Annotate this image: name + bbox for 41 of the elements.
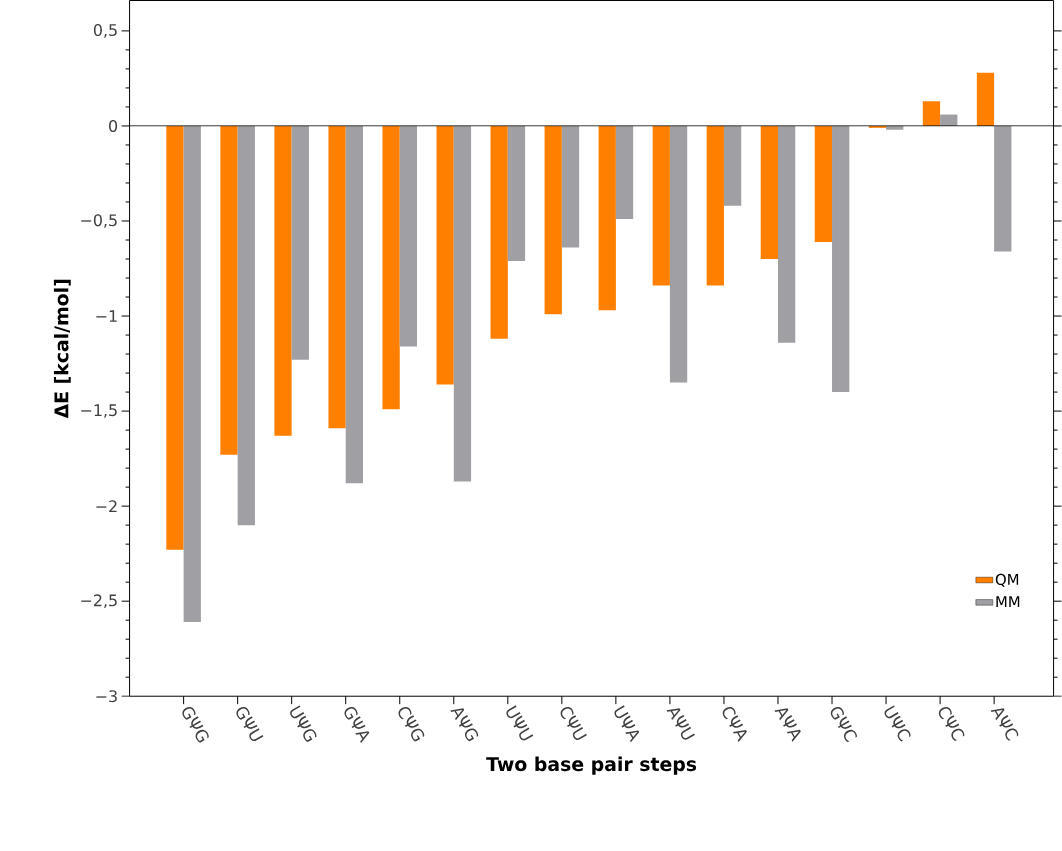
bar — [598, 126, 616, 311]
bar — [706, 126, 724, 286]
bar — [453, 126, 472, 482]
bar — [507, 126, 526, 262]
bar — [382, 126, 400, 410]
bar — [490, 126, 508, 339]
bar — [922, 101, 941, 127]
bar — [291, 126, 309, 360]
bar — [832, 126, 850, 393]
bar — [669, 126, 688, 383]
y-tick-label: −3 — [96, 690, 117, 703]
x-axis-title: Two base pair steps — [486, 756, 697, 775]
bar — [399, 126, 418, 347]
bar — [436, 126, 454, 385]
bar — [652, 126, 670, 286]
bar — [183, 126, 201, 623]
bar — [976, 72, 995, 127]
y-tick-label: −0,5 — [81, 214, 117, 228]
y-tick-label: 0,5 — [93, 24, 117, 38]
bar — [328, 126, 346, 429]
bar — [760, 126, 778, 260]
y-tick-label: −2,5 — [81, 594, 117, 609]
y-tick-label: 0 — [109, 120, 118, 133]
y-tick-label: −2 — [96, 500, 117, 513]
bar — [723, 126, 742, 206]
bar — [994, 126, 1012, 252]
y-tick-label: −1 — [96, 310, 117, 322]
bar — [220, 126, 238, 455]
y-axis-title: ΔE [kcal/mol] — [53, 280, 71, 419]
legend-label: QM — [995, 573, 1019, 587]
y-tick-label: −1,5 — [81, 404, 117, 418]
bar — [345, 126, 364, 484]
bar — [615, 126, 634, 220]
bar — [561, 126, 580, 248]
bar — [777, 126, 796, 343]
bar — [237, 126, 255, 526]
bar — [166, 126, 184, 550]
bar — [814, 126, 833, 243]
bar — [274, 126, 292, 436]
bar — [544, 126, 562, 315]
legend-label: MM — [996, 596, 1020, 608]
